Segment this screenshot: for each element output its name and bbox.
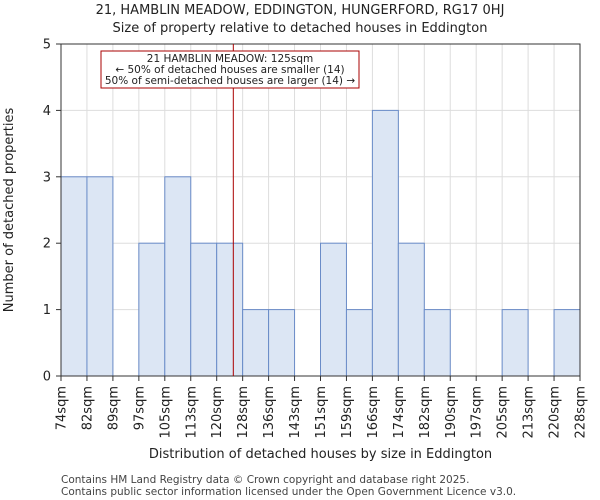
x-tick-label: 89sqm (106, 386, 121, 430)
bar-159sqm (345, 309, 373, 377)
y-tick-label: 4 (43, 104, 51, 119)
x-tick-label: 136sqm (262, 386, 277, 439)
annotation-box (100, 50, 360, 89)
bars (60, 109, 581, 377)
bar-113sqm (190, 242, 218, 377)
y-axis: 0 1 2 3 4 5 (43, 38, 61, 385)
x-tick-label: 105sqm (158, 386, 173, 439)
bar-174sqm (397, 242, 425, 377)
chart-subtitle: Size of property relative to detached ho… (112, 21, 488, 36)
footer-line-2: Contains public sector information licen… (61, 486, 517, 498)
x-tick-label: 182sqm (418, 386, 433, 439)
y-tick-label: 5 (43, 38, 51, 53)
x-axis: 74sqm 82sqm 89sqm 97sqm 105sqm 113sqm 120sqm 12… (55, 376, 589, 439)
bar-97sqm (138, 242, 166, 377)
x-tick-label: 213sqm (522, 386, 537, 439)
x-tick-label: 82sqm (80, 386, 95, 430)
annotation-line-1: 21 HAMBLIN MEADOW: 125sqm (147, 53, 313, 65)
bar-151sqm (320, 242, 347, 377)
y-tick-label: 2 (43, 237, 51, 252)
x-tick-label: 151sqm (314, 386, 329, 439)
bar-220sqm (553, 309, 581, 377)
chart-title: 21, HAMBLIN MEADOW, EDDINGTON, HUNGERFOR… (95, 3, 505, 18)
annotation-line-3: 50% of semi-detached houses are larger (… (105, 75, 356, 87)
y-tick-label: 3 (43, 170, 51, 185)
bar-166sqm (371, 109, 399, 377)
bar-182sqm (423, 309, 451, 377)
x-tick-label: 197sqm (470, 386, 485, 439)
x-tick-label: 166sqm (366, 386, 381, 439)
bar-128sqm (242, 309, 270, 377)
x-tick-label: 128sqm (236, 386, 251, 439)
y-axis-label: Number of detached properties (2, 108, 17, 313)
x-tick-label: 220sqm (548, 386, 563, 439)
bar-105sqm (164, 176, 192, 377)
property-annotation: 21 HAMBLIN MEADOW: 125sqm ← 50% of detac… (100, 50, 360, 89)
x-tick-label: 228sqm (574, 386, 589, 439)
bar-82sqm (86, 176, 114, 377)
x-tick-label: 97sqm (132, 386, 147, 430)
x-tick-label: 143sqm (288, 386, 303, 439)
x-axis-label: Distribution of detached houses by size … (149, 447, 492, 462)
x-tick-label: 113sqm (184, 386, 199, 439)
footer-line-1: Contains HM Land Registry data © Crown c… (61, 474, 470, 486)
bar-136sqm (268, 309, 296, 377)
bar-205sqm (501, 309, 529, 377)
x-tick-label: 159sqm (340, 386, 355, 439)
bar-120sqm (216, 242, 244, 377)
x-tick-label: 190sqm (444, 386, 459, 439)
y-tick-label: 1 (43, 303, 51, 318)
x-tick-label: 205sqm (496, 386, 511, 439)
y-tick-label: 0 (43, 370, 51, 385)
bar-74sqm (60, 176, 88, 377)
x-tick-label: 174sqm (392, 386, 407, 439)
annotation-line-2: ← 50% of detached houses are smaller (14… (115, 64, 344, 76)
x-tick-label: 120sqm (210, 386, 225, 439)
x-tick-label: 74sqm (55, 386, 70, 430)
